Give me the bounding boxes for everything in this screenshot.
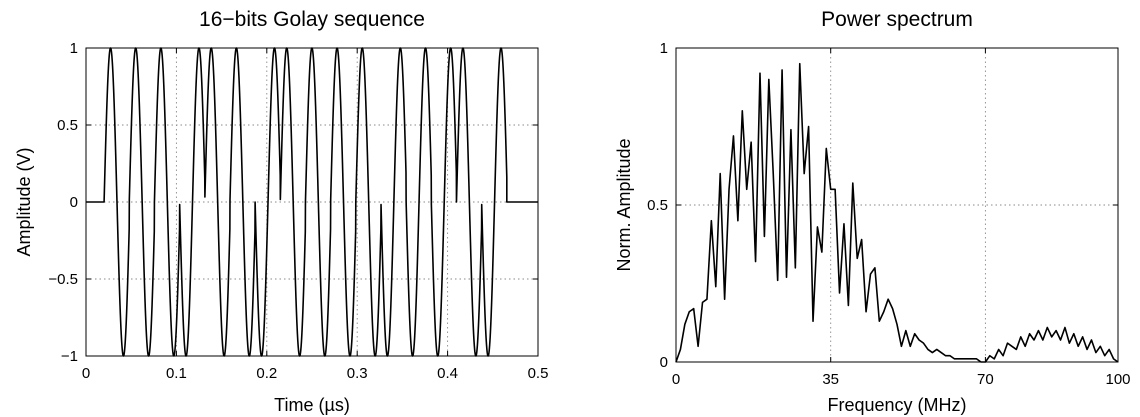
x-tick-labels: 0 0.1 0.2 0.3 0.4 0.5 bbox=[82, 365, 549, 382]
x-tick-label: 0 bbox=[672, 371, 680, 388]
x-tick-label: 0 bbox=[82, 365, 90, 382]
chart-power-spectrum: 0 35 70 100 00.51 Power spectrum Frequency … bbox=[614, 8, 1131, 415]
series-line bbox=[675, 62, 1119, 363]
x-tick-label: 0.2 bbox=[256, 365, 277, 382]
y-tick-label: 1 bbox=[660, 40, 668, 57]
x-axis-label: Frequency (MHz) bbox=[827, 395, 966, 415]
x-tick-label: 35 bbox=[822, 371, 839, 388]
x-tick-label: 100 bbox=[1105, 371, 1130, 388]
x-tick-label: 0.5 bbox=[528, 365, 549, 382]
grid bbox=[676, 48, 1118, 362]
y-axis-label: Norm. Amplitude bbox=[614, 138, 634, 271]
x-tick-labels: 0 35 70 100 bbox=[672, 371, 1131, 388]
y-tick-label: 0 bbox=[70, 194, 78, 211]
y-tick-label: 0.5 bbox=[647, 197, 668, 214]
chart-title: Power spectrum bbox=[821, 8, 973, 31]
series-line bbox=[86, 47, 538, 357]
y-tick-label: 1 bbox=[70, 40, 78, 57]
y-tick-labels: −1 −0.5 0 0.5 1 bbox=[48, 40, 78, 365]
y-tick-labels: 00.51 bbox=[647, 40, 668, 371]
x-tick-label: 0.3 bbox=[347, 365, 368, 382]
tick-marks bbox=[85, 47, 539, 357]
y-tick-label: 0.5 bbox=[57, 117, 78, 134]
y-tick-label: 0 bbox=[660, 354, 668, 371]
x-axis-label: Time (µs) bbox=[274, 395, 350, 415]
grid bbox=[86, 48, 538, 356]
y-tick-label: −1 bbox=[61, 348, 78, 365]
x-tick-label: 70 bbox=[977, 371, 994, 388]
x-tick-label: 0.1 bbox=[166, 365, 187, 382]
tick-marks bbox=[675, 47, 1119, 363]
chart-golay-sequence: 0 0.1 0.2 0.3 0.4 0.5 −1 −0.5 0 0.5 1 16−bits Gol… bbox=[14, 8, 548, 415]
x-tick-label: 0.4 bbox=[437, 365, 458, 382]
chart-title: 16−bits Golay sequence bbox=[199, 8, 425, 31]
y-axis-label: Amplitude (V) bbox=[14, 147, 34, 256]
y-tick-label: −0.5 bbox=[48, 271, 78, 288]
